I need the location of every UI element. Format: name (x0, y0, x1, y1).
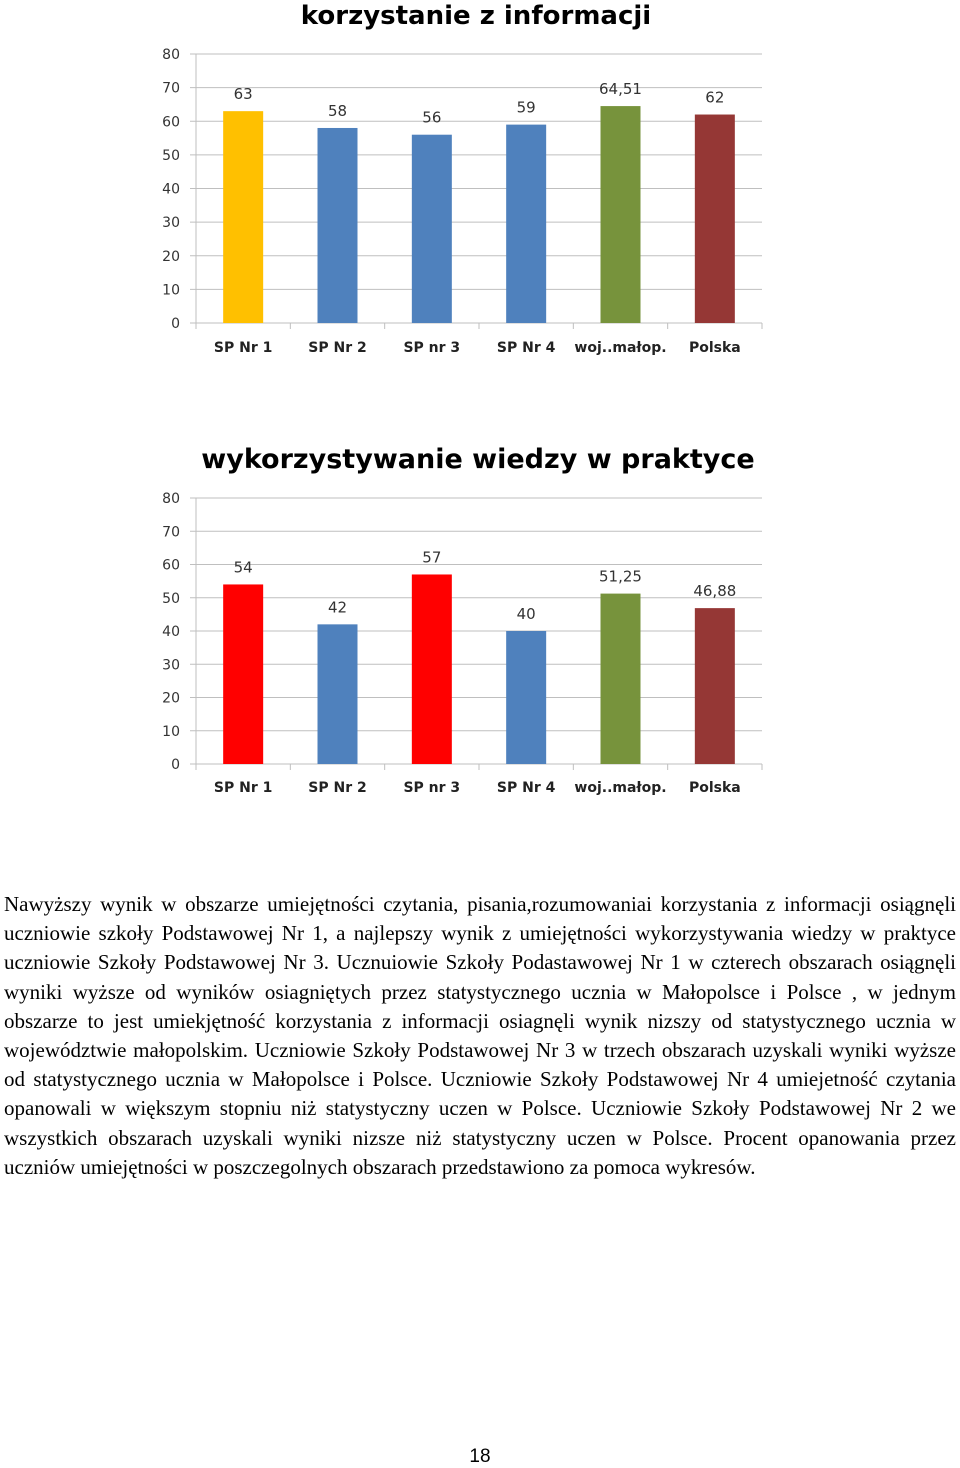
category-label: SP Nr 1 (214, 340, 272, 356)
y-tick-label: 10 (162, 724, 180, 740)
bar (317, 127, 358, 323)
category-label: SP Nr 2 (308, 780, 366, 796)
category-label: SP Nr 4 (497, 340, 556, 356)
data-label: 54 (234, 558, 253, 576)
y-tick-label: 0 (171, 316, 180, 332)
data-label: 64,51 (599, 80, 642, 98)
y-tick-label: 40 (162, 182, 180, 198)
y-tick-label: 70 (162, 81, 180, 97)
chart-1-svg: korzystanie z informacji 0 10 20 30 40 50 60 70 8… (162, 1, 763, 356)
category-label: SP Nr 4 (497, 780, 556, 796)
chart-2-svg: wykorzystywanie wiedzy w praktyce 0 10 20 30… (162, 444, 763, 796)
data-label: 62 (705, 89, 724, 107)
y-tick-label: 40 (162, 624, 180, 640)
bar (317, 624, 358, 764)
data-label: 40 (517, 605, 536, 623)
chart-title: wykorzystywanie wiedzy w praktyce (201, 444, 754, 475)
y-tick-label: 30 (162, 215, 180, 231)
page-number: 18 (469, 1446, 491, 1467)
chart-title: korzystanie z informacji (301, 1, 651, 31)
data-label: 46,88 (693, 582, 736, 600)
y-tick-label: 30 (162, 657, 180, 673)
y-tick-label: 60 (162, 558, 180, 574)
bar (506, 124, 547, 323)
category-label: woj..małop. (574, 780, 666, 796)
bar (411, 574, 452, 764)
data-label: 59 (517, 99, 536, 117)
data-label: 51,25 (599, 568, 642, 586)
bar (223, 584, 264, 764)
category-label: SP Nr 1 (214, 780, 272, 796)
bar (600, 106, 641, 324)
y-tick-label: 80 (162, 47, 180, 63)
y-tick-label: 0 (171, 757, 180, 773)
category-label: Polska (689, 340, 741, 356)
bar (694, 114, 735, 324)
body-paragraph: Nawyższy wynik w obszarze umiejętności c… (4, 892, 956, 1179)
category-label: SP Nr 2 (308, 340, 366, 356)
data-label: 57 (422, 548, 441, 566)
category-label: SP nr 3 (403, 780, 460, 796)
y-tick-label: 80 (162, 491, 180, 507)
y-tick-label: 60 (162, 114, 180, 130)
y-tick-label: 20 (162, 249, 180, 265)
y-tick-label: 50 (162, 148, 180, 164)
bar (411, 134, 452, 323)
bar (506, 631, 547, 764)
y-tick-label: 70 (162, 524, 180, 540)
chart-korzystanie-z-informacji: korzystanie z informacji 0 10 20 30 40 50 60 70 8… (0, 0, 960, 380)
data-label: 56 (422, 109, 441, 127)
y-tick-label: 20 (162, 691, 180, 707)
y-tick-label: 10 (162, 282, 180, 298)
category-label: Polska (689, 780, 741, 796)
category-label: SP nr 3 (403, 340, 460, 356)
data-label: 42 (328, 598, 347, 616)
bar (694, 608, 735, 764)
y-tick-label: 50 (162, 591, 180, 607)
bar (223, 111, 264, 323)
data-label: 63 (234, 85, 253, 103)
data-label: 58 (328, 102, 347, 120)
chart-wykorzystywanie-wiedzy: wykorzystywanie wiedzy w praktyce 0 10 20 30… (0, 430, 960, 820)
bar (600, 593, 641, 764)
category-label: woj..małop. (574, 340, 666, 356)
